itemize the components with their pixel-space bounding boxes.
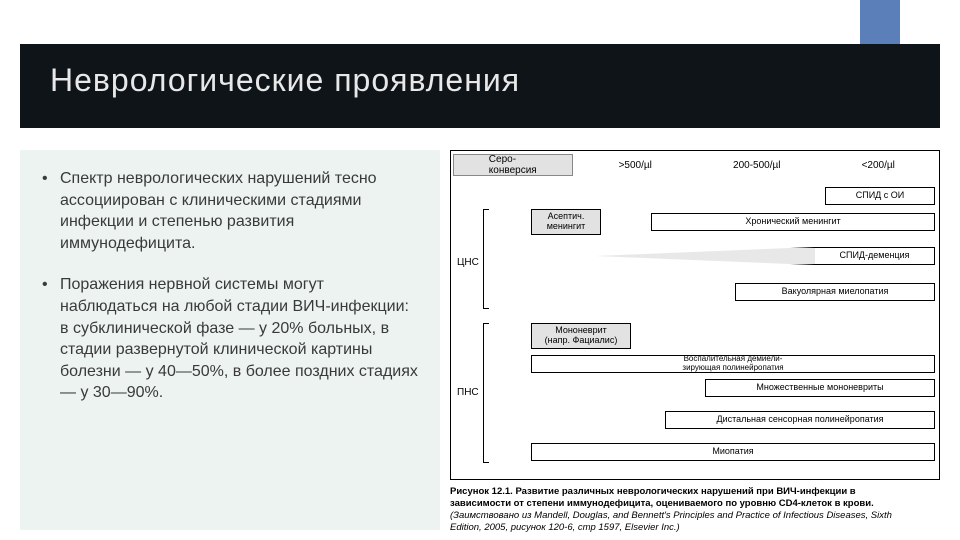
diagram: Серо- конверсия >500/µl 200-500/µl <200/… bbox=[450, 150, 940, 480]
box-mononeuritis: Мононеврит (напр. Фациалис) bbox=[531, 323, 631, 349]
caption-line-3: (Заимствовано из Mandell, Douglas, and B… bbox=[450, 510, 892, 521]
box-asept-meningitis: Асептич. менингит bbox=[531, 209, 601, 235]
caption-line-4: Edition, 2005, рисунок 120-6, стр 1597, … bbox=[450, 522, 680, 533]
brace-cns bbox=[483, 209, 489, 309]
box-demyel-polyneuropathy: Воспалительная демиели- зирующая полиней… bbox=[531, 355, 935, 373]
caption-line-1: Рисунок 12.1. Развитие различных невроло… bbox=[450, 486, 856, 497]
body-area: Спектр неврологических нарушений тесно а… bbox=[20, 150, 940, 530]
box-distal-sensory: Дистальная сенсорная полинейропатия bbox=[665, 411, 935, 429]
box-vac-myelopathy: Вакуолярная миелопатия bbox=[735, 283, 935, 301]
diagram-caption: Рисунок 12.1. Развитие различных невроло… bbox=[450, 486, 940, 534]
bullet-item: Поражения нервной системы могут наблюдат… bbox=[42, 274, 418, 404]
box-chronic-meningitis: Хронический менингит bbox=[651, 213, 935, 231]
caption-line-2: зависимости от степени иммунодефицита, о… bbox=[450, 498, 874, 509]
box-aids-dementia: СПИД-деменция bbox=[815, 247, 935, 265]
hdr-seroconv: Серо- конверсия bbox=[453, 154, 573, 176]
hdr-lt200: <200/µl bbox=[820, 154, 938, 176]
title-band: Неврологические проявления bbox=[20, 44, 940, 128]
box-myopathy: Миопатия bbox=[531, 443, 935, 461]
right-column: Серо- конверсия >500/µl 200-500/µl <200/… bbox=[450, 150, 940, 530]
left-column: Спектр неврологических нарушений тесно а… bbox=[20, 150, 440, 530]
hdr-500plus: >500/µl bbox=[577, 154, 695, 176]
page-title: Неврологические проявления bbox=[50, 62, 520, 98]
brace-pns bbox=[483, 323, 489, 463]
box-mult-mononeuritis: Множественные мононевриты bbox=[705, 379, 935, 397]
diagram-header-row: Серо- конверсия >500/µl 200-500/µl <200/… bbox=[451, 151, 939, 179]
box-aids-oi: СПИД с ОИ bbox=[825, 187, 935, 205]
row-label-cns: ЦНС bbox=[457, 257, 479, 268]
bullet-item: Спектр неврологических нарушений тесно а… bbox=[42, 168, 418, 254]
hdr-200-500: 200-500/µl bbox=[698, 154, 816, 176]
row-label-pns: ПНС bbox=[457, 387, 479, 398]
